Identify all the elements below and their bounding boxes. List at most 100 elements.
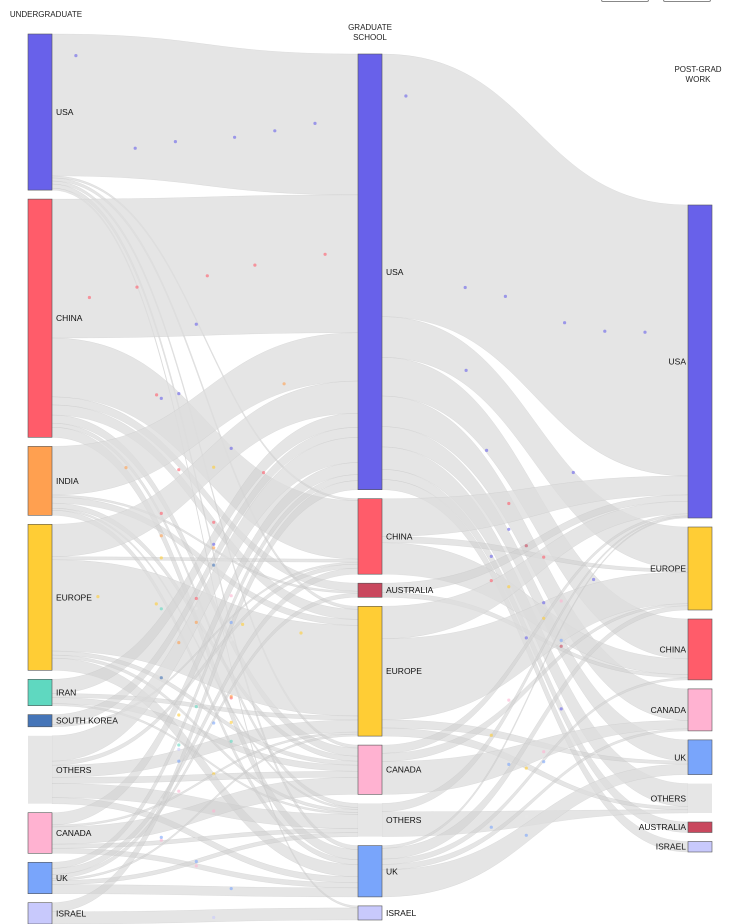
node-grad-europe[interactable] — [357, 605, 383, 737]
node-under-israel[interactable] — [27, 902, 53, 924]
particle-s2-uk-0 — [489, 825, 493, 829]
sankey-particles — [74, 54, 647, 920]
particle-s1-usa-5 — [313, 121, 317, 125]
node-post-canada[interactable] — [687, 688, 713, 732]
particle-s1-usa-0 — [159, 396, 163, 400]
particle-s2-usa-3 — [563, 321, 567, 325]
column-title-grad: GRADUATE SCHOOL — [348, 23, 392, 42]
particle-s1-canada-0 — [177, 789, 181, 793]
node-post-usa[interactable] — [687, 204, 713, 519]
particle-s2-usa-1 — [571, 470, 575, 475]
particle-s1-europe-0 — [229, 720, 233, 725]
label-post-israel: ISRAEL — [656, 842, 687, 852]
label-under-india: INDIA — [56, 476, 79, 486]
particle-s1-china-4 — [323, 252, 327, 256]
particle-s1-canada-0 — [194, 864, 198, 868]
label-under-uk: UK — [56, 873, 68, 883]
particle-s1-usa-2 — [173, 140, 177, 144]
column-title-post: POST-GRAD WORK — [674, 65, 721, 84]
label-grad-israel: ISRAEL — [386, 908, 417, 918]
particle-s1-iran-0 — [229, 739, 233, 743]
particle-s1-uk-0 — [159, 835, 163, 840]
column-titles: UNDERGRADUATE GRADUATE SCHOOL POST-GRAD WORK — [10, 10, 722, 84]
label-post-china: CHINA — [660, 644, 687, 654]
node-under-india[interactable] — [27, 446, 53, 516]
node-grad-others[interactable] — [358, 803, 382, 837]
particle-s2-usa-0 — [489, 554, 493, 559]
particle-s1-others-0 — [212, 774, 216, 778]
particle-s2-usa-0 — [404, 94, 408, 98]
particle-s2-europe-0 — [489, 733, 493, 737]
particle-s2-others-0 — [489, 718, 493, 723]
node-under-south-korea[interactable] — [27, 714, 53, 728]
particle-s1-uk-0 — [229, 620, 233, 625]
label-under-canada: CANADA — [56, 828, 92, 838]
particle-s1-china-2 — [205, 274, 209, 278]
particle-s1-south-korea-0 — [212, 563, 216, 567]
label-under-usa: USA — [56, 107, 74, 117]
particle-s2-usa-2 — [503, 294, 507, 298]
particle-s1-others-0 — [194, 606, 198, 611]
particle-s1-china-0 — [177, 468, 181, 472]
particle-s1-china-0 — [212, 520, 216, 524]
node-under-china[interactable] — [27, 198, 53, 438]
particle-s1-canada-0 — [159, 838, 163, 842]
label-post-usa: USA — [669, 357, 687, 367]
particle-s1-usa-0 — [194, 322, 198, 326]
node-grad-uk[interactable] — [357, 845, 383, 898]
node-under-canada[interactable] — [27, 812, 53, 854]
particle-s1-europe-0 — [177, 713, 181, 717]
particle-s2-canada-0 — [507, 698, 511, 702]
node-under-europe[interactable] — [27, 523, 53, 671]
node-post-australia[interactable] — [687, 821, 713, 833]
node-post-uk[interactable] — [687, 739, 713, 775]
particle-s2-usa-1 — [463, 285, 467, 290]
particle-s2-europe-0 — [542, 616, 546, 620]
particle-s1-south-korea-0 — [159, 676, 163, 680]
top-button-1[interactable] — [601, 0, 649, 2]
particle-s1-europe-0 — [212, 465, 216, 469]
node-post-china[interactable] — [687, 618, 713, 681]
node-grad-canada[interactable] — [357, 744, 383, 795]
label-under-south-korea: SOUTH KOREA — [56, 716, 118, 726]
particle-s2-europe-0 — [507, 585, 511, 589]
particle-s2-canada-0 — [559, 599, 563, 603]
particle-s1-israel-0 — [177, 747, 181, 751]
node-grad-china[interactable] — [357, 498, 383, 575]
particle-s1-uk-0 — [212, 721, 216, 725]
particle-s1-china-0 — [87, 295, 91, 300]
particle-s2-usa-4 — [603, 329, 607, 333]
particle-s1-europe-1 — [154, 602, 158, 606]
particle-s2-canada-0 — [542, 750, 546, 754]
particle-s2-china-0 — [507, 501, 511, 506]
top-button-2[interactable] — [663, 0, 711, 2]
node-under-iran[interactable] — [27, 678, 53, 706]
label-grad-australia: AUSTRALIA — [386, 585, 434, 595]
node-grad-israel[interactable] — [357, 905, 383, 921]
label-under-israel: ISRAEL — [56, 908, 87, 918]
node-post-europe[interactable] — [687, 526, 713, 611]
label-grad-uk: UK — [386, 866, 398, 876]
node-under-uk[interactable] — [27, 861, 53, 894]
label-post-others: OTHERS — [651, 793, 687, 803]
node-under-usa[interactable] — [27, 33, 53, 191]
particle-s1-uk-0 — [177, 759, 181, 763]
particle-s1-china-0 — [194, 596, 198, 601]
sankey-nodes — [27, 33, 713, 924]
particle-s2-uk-0 — [524, 833, 528, 837]
node-grad-usa[interactable] — [357, 53, 383, 491]
particle-s2-usa-0 — [542, 601, 546, 605]
particle-s2-usa-0 — [507, 527, 511, 531]
particle-s2-usa-0 — [485, 448, 489, 452]
particle-s2-usa-0 — [559, 707, 563, 711]
label-post-australia: AUSTRALIA — [639, 822, 687, 832]
particle-s1-others-0 — [194, 836, 198, 840]
node-post-others[interactable] — [688, 783, 712, 813]
label-post-canada: CANADA — [651, 705, 687, 715]
node-under-others[interactable] — [28, 735, 52, 804]
node-grad-australia[interactable] — [357, 582, 383, 598]
node-post-israel[interactable] — [687, 841, 713, 853]
particle-s1-europe-0 — [159, 556, 163, 560]
sankey-links — [51, 33, 689, 924]
